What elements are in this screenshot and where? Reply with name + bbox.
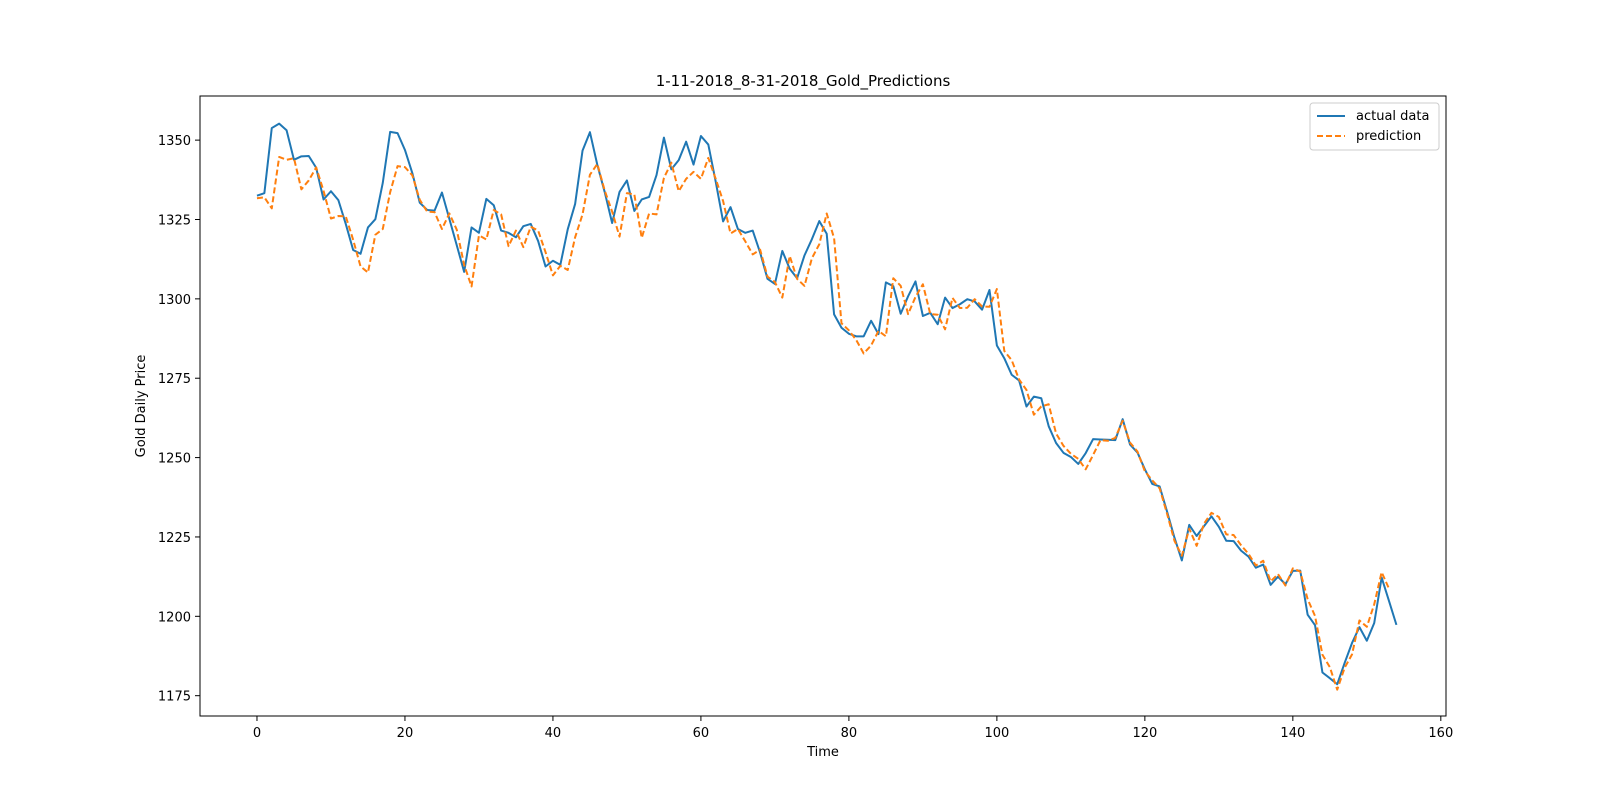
x-tick-label: 80 (841, 726, 858, 741)
x-tick-label: 40 (545, 726, 562, 741)
x-tick-label: 20 (397, 726, 414, 741)
y-tick-label: 1250 (158, 452, 191, 467)
legend-label-actual-data: actual data (1356, 109, 1429, 124)
x-axis: 0 20 40 60 80 100 120 140 160 (253, 716, 1453, 741)
x-tick-label: 60 (693, 726, 710, 741)
y-tick-label: 1275 (158, 372, 191, 387)
x-tick-label: 160 (1428, 726, 1453, 741)
y-tick-label: 1225 (158, 531, 191, 546)
y-tick-label: 1350 (158, 134, 191, 149)
x-axis-label: Time (806, 745, 839, 760)
y-tick-label: 1325 (158, 213, 191, 228)
y-tick-label: 1175 (158, 690, 191, 705)
plot-frame (199, 95, 1447, 717)
series-line-prediction (256, 155, 1390, 691)
y-tick-label: 1300 (158, 293, 191, 308)
legend: actual data prediction (1309, 102, 1440, 151)
x-tick-label: 0 (253, 726, 261, 741)
series-line-actual-data (256, 122, 1398, 686)
x-tick-label: 120 (1132, 726, 1157, 741)
plot-lines (256, 122, 1398, 691)
y-axis: 1175 1200 1225 1250 1275 1300 1325 1350 (158, 134, 200, 705)
x-tick-label: 140 (1280, 726, 1305, 741)
legend-box (1309, 102, 1440, 151)
legend-label-prediction: prediction (1356, 129, 1421, 144)
chart-title: 1-11-2018_8-31-2018_Gold_Predictions (656, 72, 951, 91)
y-axis-label: Gold Daily Price (134, 355, 149, 458)
y-tick-label: 1200 (158, 610, 191, 625)
x-tick-label: 100 (984, 726, 1009, 741)
